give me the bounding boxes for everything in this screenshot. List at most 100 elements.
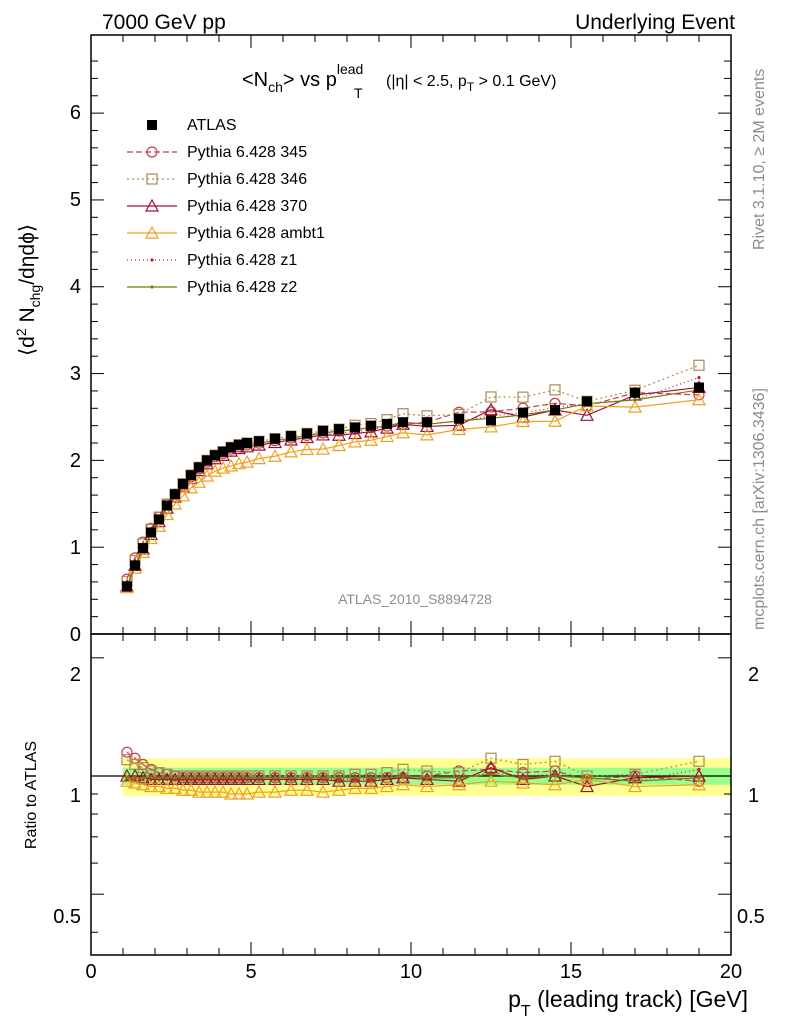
legend-entry: ATLAS: [147, 117, 237, 134]
data-point: [215, 460, 231, 474]
data-point: [130, 560, 140, 571]
data-point: [331, 782, 347, 796]
data-point: [347, 773, 363, 787]
data-point: [215, 784, 231, 798]
legend-marker-ambt1: [127, 225, 177, 239]
data-point: [331, 438, 347, 452]
data-point: [579, 772, 595, 786]
title-mid-sup: lead: [337, 61, 363, 77]
data-point: [231, 456, 247, 470]
data-point: [146, 527, 156, 538]
data-point: [363, 773, 379, 787]
y-tick-label: 6: [70, 102, 81, 124]
data-point: [146, 146, 158, 158]
ratio-line: [126, 778, 700, 795]
data-point: [315, 441, 331, 455]
data-point: [146, 173, 158, 185]
data-point: [302, 428, 312, 439]
title-mid-sub: T: [354, 85, 363, 101]
data-point: [353, 776, 357, 780]
x-tick-label: 20: [720, 961, 742, 983]
data-point: [194, 462, 204, 473]
data-point: [121, 746, 133, 758]
data-point: [283, 782, 299, 796]
rivet-label: Rivet 3.1.10, ≥ 2M events: [751, 69, 768, 250]
data-point: [231, 786, 247, 800]
data-point: [186, 470, 196, 481]
y-tick-label-right: 2: [748, 664, 759, 686]
data-point: [518, 407, 528, 418]
data-point: [273, 776, 277, 780]
data-point: [421, 765, 433, 777]
y-tick-label-right: 0.5: [737, 906, 765, 928]
data-point: [515, 775, 531, 789]
x-tick-label: 0: [85, 961, 96, 983]
data-point: [397, 763, 409, 775]
data-point: [691, 392, 707, 406]
y-tick-label: 3: [70, 363, 81, 385]
x-tick-label: 10: [400, 961, 422, 983]
legend-label: Pythia 6.428 z1: [187, 252, 297, 269]
y-tick-labels-upper: 0 1 2 3 4 5 6: [70, 102, 81, 646]
data-point: [286, 431, 296, 442]
data-point: [550, 405, 560, 416]
data-point: [691, 777, 707, 791]
data-point: [299, 782, 315, 796]
title-cut-b: > 0.1 GeV): [474, 73, 556, 90]
data-point: [199, 784, 215, 798]
data-point: [170, 489, 180, 500]
data-point: [305, 776, 309, 780]
y-axis-label-lower: Ratio to ATLAS: [23, 741, 40, 849]
x-axis-label-rest: (leading track) [GeV]: [531, 986, 748, 1012]
data-point: [245, 776, 249, 780]
data-point: [125, 776, 129, 780]
data-point: [191, 784, 207, 798]
data-point: [379, 779, 395, 793]
data-point: [489, 772, 493, 776]
y-axis-label-upper: ⟨d2 Nchg/dηdϕ⟩: [13, 224, 43, 356]
legend-marker-346: [127, 173, 177, 185]
data-point: [395, 777, 411, 791]
mcplots-label: mcplots.cern.ch [arXiv:1306.3436]: [751, 388, 768, 630]
y-tick-label: 4: [70, 276, 81, 298]
data-point: [229, 776, 233, 780]
data-point: [138, 543, 148, 554]
data-point: [150, 258, 154, 262]
ratio-line: [127, 768, 700, 782]
data-point: [143, 779, 159, 793]
data-point: [218, 446, 228, 457]
data-point: [223, 786, 239, 800]
data-point: [221, 776, 225, 780]
data-point: [451, 777, 467, 791]
data-point: [579, 779, 595, 793]
data-point: [398, 417, 408, 428]
data-point: [159, 507, 175, 521]
data-point: [422, 417, 432, 428]
data-point: [129, 752, 141, 764]
legend-label: Pythia 6.428 345: [187, 144, 307, 161]
data-point: [133, 776, 137, 780]
data-point: [451, 417, 467, 431]
data-point: [694, 382, 704, 393]
data-point: [191, 475, 207, 488]
x-axis-label-sub: T: [521, 1003, 531, 1020]
data-point: [379, 772, 395, 786]
data-point: [210, 450, 220, 461]
data-point: [363, 432, 379, 446]
legend-entry: Pythia 6.428 346: [127, 171, 307, 188]
y-label-a: ⟨d: [16, 336, 39, 356]
y-tick-label: 1: [70, 785, 81, 807]
legend-label: Pythia 6.428 346: [187, 171, 307, 188]
y-label-sup: 2: [13, 328, 29, 336]
data-point: [347, 434, 363, 448]
legend-entry: Pythia 6.428 ambt1: [127, 225, 325, 242]
data-point: [517, 758, 529, 771]
legend-marker-370: [127, 198, 177, 212]
series-line: [126, 399, 700, 588]
data-point: [366, 420, 376, 431]
data-point: [457, 776, 461, 780]
series-line: [126, 377, 700, 588]
data-point: [379, 429, 395, 443]
y-tick-label: 0: [70, 624, 81, 646]
legend-marker-345: [127, 146, 177, 158]
